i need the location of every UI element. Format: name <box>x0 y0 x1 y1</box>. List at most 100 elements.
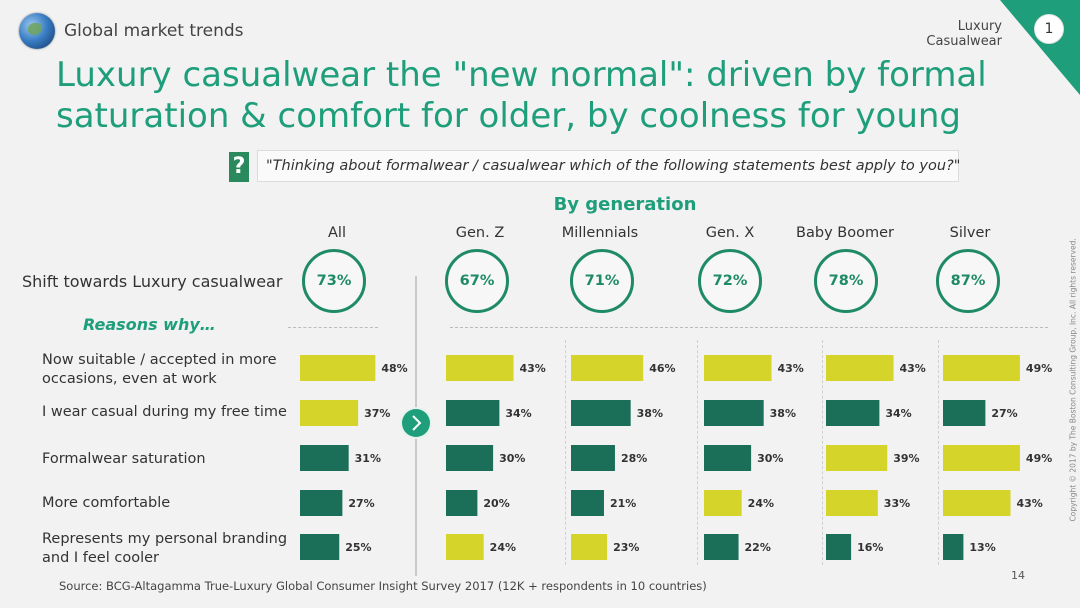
chevron-right-icon[interactable] <box>402 409 430 437</box>
reason-label-suitable: Now suitable / accepted in more occasion… <box>42 351 277 389</box>
reason-label-line: and I feel cooler <box>42 550 159 566</box>
bar-label-gen-z-4: 20% <box>483 497 509 510</box>
reason-label-line: Formalwear saturation <box>42 451 206 467</box>
bar-label-gen-x-3: 30% <box>757 452 783 465</box>
bar-gen-z-2 <box>446 400 500 426</box>
column-separator <box>565 340 566 565</box>
bar-gen-z-3 <box>446 445 494 471</box>
globe-icon <box>19 13 55 49</box>
bar-gen-x-1 <box>704 355 772 381</box>
title-line-2: saturation & comfort for older, by cooln… <box>56 96 962 136</box>
header-tag: Luxury Casualwear <box>926 19 1002 49</box>
reason-label-line: occasions, even at work <box>42 371 217 387</box>
bar-millennials-5 <box>571 534 608 560</box>
reason-label-branding: Represents my personal branding and I fe… <box>42 530 287 568</box>
bar-label-silver-4: 43% <box>1017 497 1043 510</box>
bar-all-5 <box>300 534 340 560</box>
bar-label-baby-boomer-5: 16% <box>857 541 883 554</box>
section-title: Global market trends <box>64 21 244 41</box>
column-header-millennials: Millennials <box>561 225 639 241</box>
bar-silver-3 <box>943 445 1020 471</box>
question-icon: ? <box>229 152 249 182</box>
shift-circle-silver: 87% <box>936 249 1000 313</box>
shift-circle-gen-x: 72% <box>698 249 762 313</box>
reason-label-line: Now suitable / accepted in more <box>42 352 277 368</box>
by-generation-label: By generation <box>553 194 697 215</box>
bar-label-gen-x-5: 22% <box>745 541 771 554</box>
divider-right <box>450 327 1048 328</box>
bar-silver-4 <box>943 490 1011 516</box>
bar-silver-2 <box>943 400 986 426</box>
bar-gen-x-4 <box>704 490 742 516</box>
bar-gen-z-4 <box>446 490 478 516</box>
column-separator <box>822 340 823 565</box>
bar-all-4 <box>300 490 343 516</box>
column-header-baby-boomer: Baby Boomer <box>796 225 894 241</box>
column-separator <box>697 340 698 565</box>
bar-gen-x-2 <box>704 400 764 426</box>
bar-label-all-4: 27% <box>348 497 374 510</box>
bar-baby-boomer-1 <box>826 355 894 381</box>
reason-label-line: I wear casual during my free time <box>42 404 287 420</box>
bar-label-gen-z-3: 30% <box>499 452 525 465</box>
reason-label-line: Represents my personal branding <box>42 531 288 547</box>
bar-label-gen-z-1: 43% <box>520 362 546 375</box>
source-note: Source: BCG-Altagamma True-Luxury Global… <box>59 579 707 593</box>
bar-label-gen-z-5: 24% <box>490 541 516 554</box>
bar-baby-boomer-4 <box>826 490 878 516</box>
reason-label-comfortable: More comfortable <box>42 494 170 513</box>
bar-gen-x-5 <box>704 534 739 560</box>
bar-label-millennials-2: 38% <box>637 407 663 420</box>
bar-baby-boomer-3 <box>826 445 888 471</box>
column-header-gen-x: Gen. X <box>705 225 755 241</box>
bar-label-all-2: 37% <box>364 407 390 420</box>
bar-millennials-3 <box>571 445 615 471</box>
bar-label-gen-x-2: 38% <box>770 407 796 420</box>
bar-millennials-1 <box>571 355 644 381</box>
bar-label-baby-boomer-1: 43% <box>900 362 926 375</box>
bar-label-silver-1: 49% <box>1026 362 1052 375</box>
question-box: "Thinking about formalwear / casualwear … <box>257 150 960 182</box>
bar-label-millennials-3: 28% <box>621 452 647 465</box>
shift-circle-gen-z: 67% <box>445 249 509 313</box>
column-separator <box>938 340 939 565</box>
bar-millennials-4 <box>571 490 604 516</box>
page-badge: 1 <box>1034 14 1064 44</box>
bar-silver-5 <box>943 534 964 560</box>
title-line-1: Luxury casualwear the "new normal": driv… <box>56 55 987 95</box>
reasons-why-label: Reasons why… <box>83 315 216 334</box>
column-header-all: All <box>328 225 346 241</box>
bar-label-silver-2: 27% <box>991 407 1017 420</box>
bar-label-all-3: 31% <box>355 452 381 465</box>
shift-circle-baby-boomer: 78% <box>814 249 878 313</box>
reason-label-formal-saturation: Formalwear saturation <box>42 450 206 469</box>
shift-label: Shift towards Luxury casualwear <box>22 272 283 291</box>
bar-label-all-1: 48% <box>381 362 407 375</box>
bar-label-millennials-5: 23% <box>613 541 639 554</box>
shift-circle-millennials: 71% <box>570 249 634 313</box>
column-header-gen-z: Gen. Z <box>455 225 505 241</box>
bar-label-millennials-1: 46% <box>649 362 675 375</box>
page-title: Luxury casualwear the "new normal": driv… <box>56 55 1016 137</box>
bar-all-1 <box>300 355 376 381</box>
bar-millennials-2 <box>571 400 631 426</box>
bar-label-silver-5: 13% <box>969 541 995 554</box>
copyright-note: Copyright © 2017 by The Boston Consultin… <box>1068 238 1078 522</box>
column-header-silver: Silver <box>949 225 991 241</box>
bar-gen-z-5 <box>446 534 484 560</box>
bar-all-3 <box>300 445 349 471</box>
reason-label-free-time: I wear casual during my free time <box>42 403 287 422</box>
bar-baby-boomer-5 <box>826 534 852 560</box>
bar-baby-boomer-2 <box>826 400 880 426</box>
bar-silver-1 <box>943 355 1020 381</box>
bar-label-gen-x-1: 43% <box>778 362 804 375</box>
bar-label-baby-boomer-3: 39% <box>893 452 919 465</box>
bar-all-2 <box>300 400 359 426</box>
bar-gen-z-1 <box>446 355 514 381</box>
bar-label-gen-z-2: 34% <box>505 407 531 420</box>
bar-label-baby-boomer-2: 34% <box>885 407 911 420</box>
bar-label-silver-3: 49% <box>1026 452 1052 465</box>
divider-left <box>288 327 378 328</box>
shift-circle-all: 73% <box>302 249 366 313</box>
